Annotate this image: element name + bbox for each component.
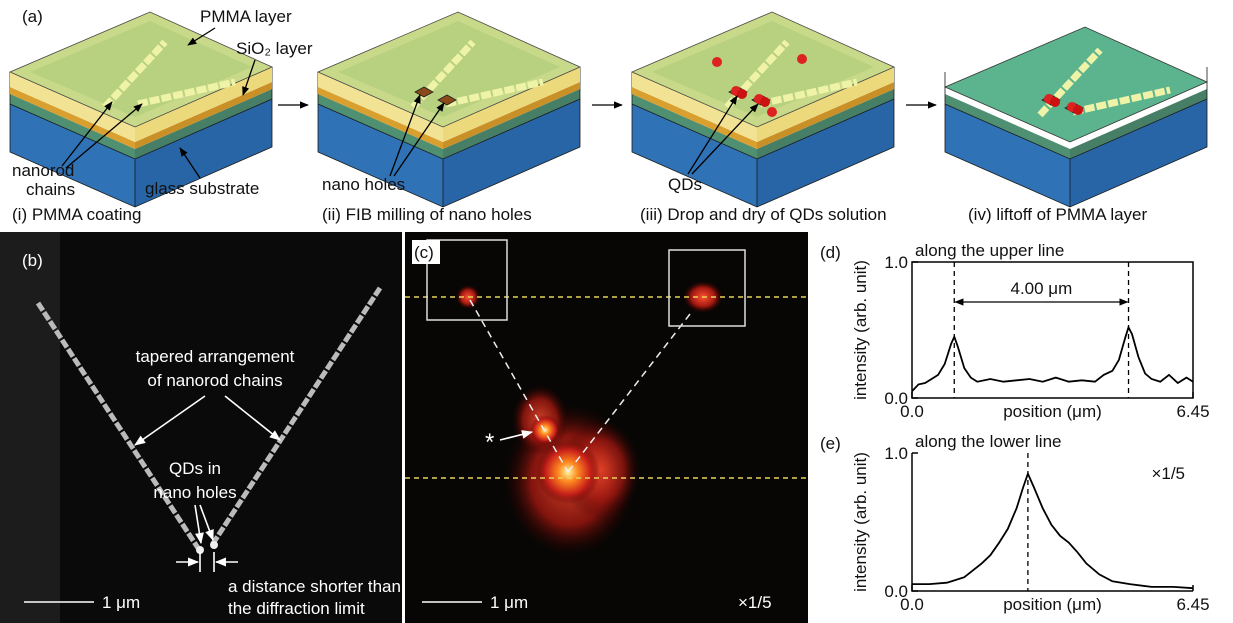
shape [530, 415, 560, 445]
y-tick-label: 1.0 [884, 253, 908, 272]
x-tick-label: 0.0 [900, 402, 924, 421]
shape [0, 232, 60, 623]
panel-a: (a) PMMA layer SiO₂ layer nanorod chains… [10, 7, 1207, 224]
shape [767, 107, 777, 117]
annotation: of nanorod chains [147, 371, 282, 390]
annotation: the diffraction limit [228, 599, 365, 618]
marker-star: * [485, 429, 494, 456]
y-axis-label: intensity (arb. unit) [851, 260, 870, 400]
panel-label: (b) [22, 251, 43, 270]
x-axis-label: position (μm) [1003, 595, 1102, 614]
data-line [912, 474, 1193, 589]
caption: (iii) Drop and dry of QDs solution [640, 205, 887, 224]
x-tick-label: 6.45 [1176, 402, 1209, 421]
scale-bar: 1 μm [102, 593, 140, 612]
panel-label: (d) [820, 243, 841, 262]
shape [712, 57, 722, 67]
figure: (a) PMMA layer SiO₂ layer nanorod chains… [0, 0, 1233, 623]
annotation: nano holes [153, 483, 236, 502]
y-tick-label: 1.0 [884, 444, 908, 463]
y-axis-label: intensity (arb. unit) [851, 452, 870, 592]
plot-title: along the lower line [915, 432, 1061, 451]
label: QDs [668, 175, 702, 194]
annotation: ×1/5 [738, 593, 772, 612]
plot-title: along the upper line [915, 241, 1064, 260]
shape [0, 232, 402, 623]
annotation: ×1/5 [1151, 464, 1185, 483]
panel-c: (c) * 1 μm ×1/5 [405, 232, 808, 623]
panel-b: (b) tapered arrangement of nanorod chain… [0, 232, 402, 623]
line-plots: (d) along the upper line intensity (arb. u… [820, 241, 1210, 614]
annotation: tapered arrangement [136, 347, 295, 366]
annotation: a distance shorter than [228, 577, 401, 596]
annotation: QDs in [169, 459, 221, 478]
block-4 [945, 27, 1207, 207]
shape [797, 54, 807, 64]
annotation: 4.00 μm [1011, 279, 1073, 298]
label: glass substrate [145, 179, 259, 198]
scale-bar: 1 μm [490, 593, 528, 612]
panel-label: (a) [22, 7, 43, 26]
caption: (ii) FIB milling of nano holes [322, 205, 532, 224]
label: SiO₂ layer [236, 39, 313, 58]
panel-label: (c) [414, 243, 434, 262]
shape [210, 541, 218, 549]
label: nanorod [12, 161, 74, 180]
panel-label: (e) [820, 434, 841, 453]
x-axis-label: position (μm) [1003, 402, 1102, 421]
caption: (i) PMMA coating [12, 205, 141, 224]
label: nano holes [322, 175, 405, 194]
label: chains [26, 180, 75, 199]
x-tick-label: 0.0 [900, 595, 924, 614]
caption: (iv) liftoff of PMMA layer [968, 205, 1148, 224]
label: PMMA layer [200, 7, 292, 26]
x-tick-label: 6.45 [1176, 595, 1209, 614]
